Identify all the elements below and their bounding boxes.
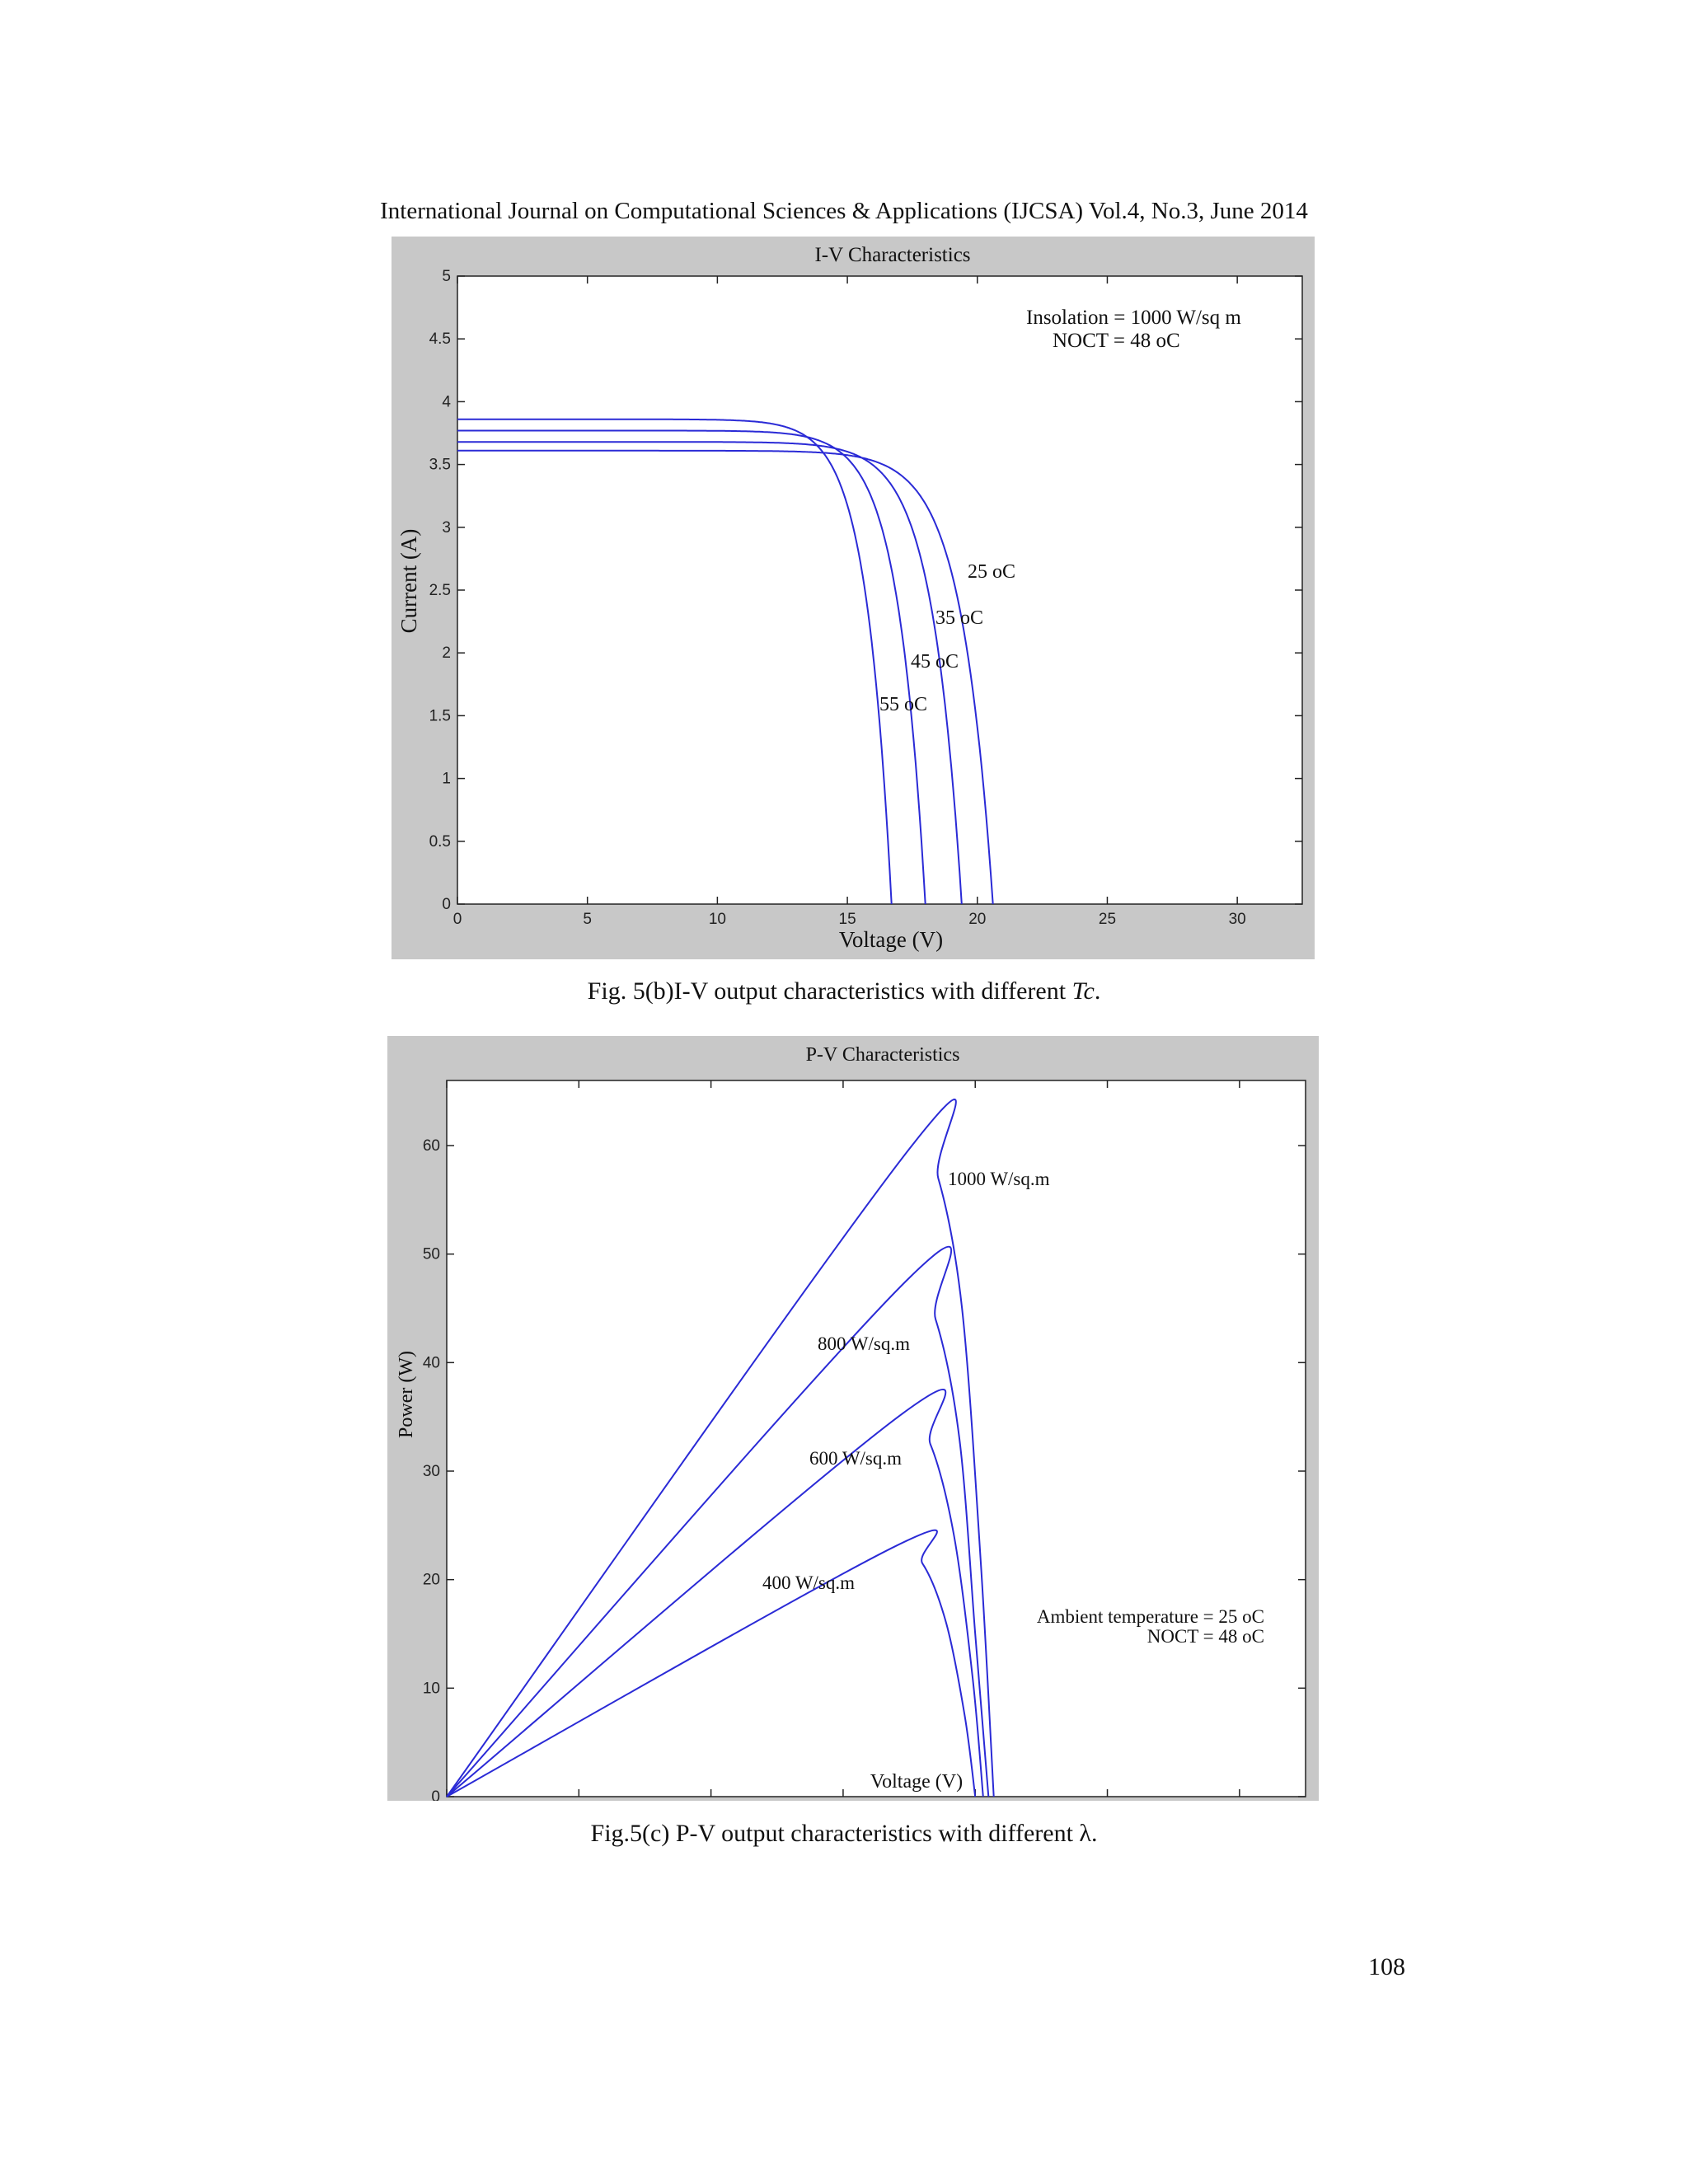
iv-caption-symbol: Tc bbox=[1071, 977, 1095, 1005]
iv-y-tick-label: 3 bbox=[442, 519, 451, 537]
iv-series-label-45: 45 oC bbox=[911, 651, 959, 673]
iv-annotation-noct: NOCT = 48 oC bbox=[1053, 330, 1180, 352]
pv-series-line-1 bbox=[446, 1098, 995, 1797]
iv-series-label-35: 35 oC bbox=[935, 607, 983, 629]
iv-x-tick-label: 30 bbox=[1229, 911, 1246, 928]
pv-series-label-800: 800 W/sq.m bbox=[818, 1333, 910, 1354]
pv-y-axis-label: Power (W) bbox=[396, 1351, 417, 1438]
iv-y-tick-label: 0.5 bbox=[429, 833, 451, 851]
pv-chart: P-V Characteristics 05101520253001020304… bbox=[396, 1044, 1306, 1801]
iv-figure: I-V Characteristics 0 5 10 15 20 25 30 0 0.5 1 1.5… bbox=[392, 237, 1315, 959]
iv-annotation-insolation: Insolation = 1000 W/sq m bbox=[1026, 307, 1241, 329]
iv-y-tick-label: 5 bbox=[442, 268, 451, 285]
iv-x-tick-label: 25 bbox=[1099, 911, 1116, 928]
pv-y-tick-label: 40 bbox=[423, 1354, 440, 1371]
iv-x-axis-label: Voltage (V) bbox=[839, 927, 943, 952]
pv-series-label-600: 600 W/sq.m bbox=[809, 1448, 902, 1469]
pv-y-tick-label: 10 bbox=[423, 1680, 440, 1697]
iv-x-tick-label: 10 bbox=[709, 911, 726, 928]
pv-y-tick-label: 30 bbox=[423, 1463, 440, 1480]
iv-y-tick-label: 0 bbox=[442, 896, 451, 913]
pv-plot-area bbox=[446, 1080, 1306, 1797]
iv-x-tick-label: 5 bbox=[583, 911, 592, 928]
iv-caption-suffix: . bbox=[1094, 977, 1101, 1005]
pv-series-line-4 bbox=[446, 1529, 977, 1797]
pv-y-tick-label: 50 bbox=[423, 1246, 440, 1263]
iv-plot-area bbox=[457, 275, 1303, 905]
pv-y-tick-label: 60 bbox=[423, 1137, 440, 1155]
pv-figure: P-V Characteristics 05101520253001020304… bbox=[387, 1036, 1319, 1801]
iv-series-line-3 bbox=[457, 429, 926, 905]
iv-figure-caption: Fig. 5(b)I-V output characteristics with… bbox=[0, 977, 1688, 1005]
iv-x-tick-label: 20 bbox=[968, 911, 986, 928]
iv-series-label-55: 55 oC bbox=[879, 694, 927, 715]
iv-caption-text: Fig. 5(b)I-V output characteristics with… bbox=[587, 977, 1072, 1005]
journal-header: International Journal on Computational S… bbox=[380, 198, 1308, 224]
pv-figure-caption: Fig.5(c) P-V output characteristics with… bbox=[590, 1820, 1098, 1847]
pv-annotation-ambient: Ambient temperature = 25 oC bbox=[1037, 1606, 1264, 1627]
iv-y-tick-label: 4.5 bbox=[429, 330, 451, 348]
iv-y-tick-label: 1 bbox=[442, 771, 451, 788]
pv-series-label-1000: 1000 W/sq.m bbox=[948, 1169, 1050, 1189]
iv-y-tick-label: 2 bbox=[442, 644, 451, 662]
iv-x-tick-label: 15 bbox=[839, 911, 856, 928]
pv-series-label-400: 400 W/sq.m bbox=[762, 1572, 855, 1593]
iv-y-tick-label: 2.5 bbox=[429, 582, 451, 599]
pv-annotation-noct: NOCT = 48 oC bbox=[1147, 1626, 1264, 1647]
iv-series-line-4 bbox=[457, 418, 893, 905]
iv-series-label-25: 25 oC bbox=[968, 561, 1015, 583]
pv-y-tick-label: 0 bbox=[431, 1788, 440, 1801]
page-number: 108 bbox=[1368, 1953, 1405, 1980]
pv-x-axis-label: Voltage (V) bbox=[870, 1771, 963, 1793]
iv-chart: I-V Characteristics 0 5 10 15 20 25 3000.511.5… bbox=[396, 244, 1303, 952]
iv-series-line-1 bbox=[457, 449, 994, 905]
pv-series-line-2 bbox=[446, 1245, 990, 1797]
iv-y-axis-label: Current (A) bbox=[396, 529, 421, 634]
pv-y-tick-label: 20 bbox=[423, 1572, 440, 1589]
pv-chart-title: P-V Characteristics bbox=[806, 1044, 960, 1066]
iv-y-tick-label: 1.5 bbox=[429, 707, 451, 724]
pv-series-line-3 bbox=[446, 1388, 984, 1797]
iv-chart-title: I-V Characteristics bbox=[814, 244, 970, 266]
iv-series-line-2 bbox=[457, 441, 963, 905]
iv-y-tick-label: 3.5 bbox=[429, 457, 451, 474]
iv-y-tick-label: 4 bbox=[442, 393, 451, 410]
iv-x-tick-label: 0 bbox=[453, 911, 462, 928]
